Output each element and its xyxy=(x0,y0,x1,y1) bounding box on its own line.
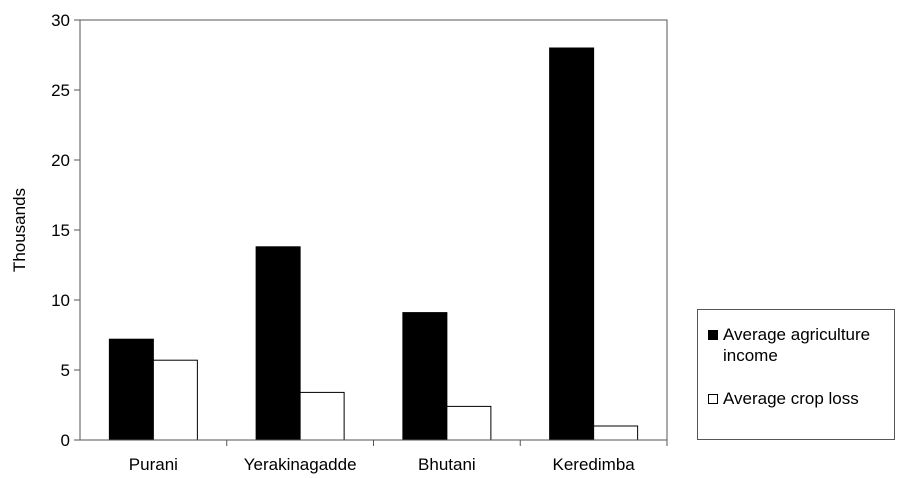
bar-crop-loss-yerakinagadde xyxy=(299,391,345,441)
legend-label-crop-loss: Average crop loss xyxy=(723,389,859,408)
x-category-label: Yerakinagadde xyxy=(244,455,357,474)
y-tick-label: 25 xyxy=(51,81,70,100)
y-tick-label: 5 xyxy=(61,361,70,380)
x-category-label: Keredimba xyxy=(553,455,636,474)
x-category-label: Purani xyxy=(129,455,178,474)
bar-income-bhutani xyxy=(402,312,448,441)
y-axis-title: Thousands xyxy=(10,188,29,272)
legend-label-income: Average agriculture income xyxy=(723,325,871,365)
bar-income-yerakinagadde xyxy=(255,246,301,441)
legend-item-income: Average agriculture income xyxy=(708,324,893,366)
y-tick-label: 0 xyxy=(61,431,70,450)
legend-item-crop-loss: Average crop loss xyxy=(708,388,859,409)
bar-crop-loss-purani xyxy=(152,359,198,441)
y-tick-label: 10 xyxy=(51,291,70,310)
bar-crop-loss-keredimba xyxy=(593,425,639,441)
x-axis-labels: Purani Yerakinagadde Bhutani Keredimba xyxy=(129,440,668,474)
y-tick-label: 20 xyxy=(51,151,70,170)
bar-income-keredimba xyxy=(549,47,595,441)
legend-swatch-crop-loss xyxy=(708,394,718,404)
x-category-label: Bhutani xyxy=(418,455,476,474)
y-axis-ticks: 0 5 10 15 20 25 30 xyxy=(51,11,80,450)
y-tick-label: 30 xyxy=(51,11,70,30)
bars xyxy=(108,47,639,441)
legend-swatch-income xyxy=(708,330,718,340)
legend: Average agriculture income Average crop … xyxy=(697,309,895,440)
y-tick-label: 15 xyxy=(51,221,70,240)
bar-crop-loss-bhutani xyxy=(446,405,492,441)
bar-income-purani xyxy=(108,338,154,441)
plot-frame xyxy=(79,19,668,441)
